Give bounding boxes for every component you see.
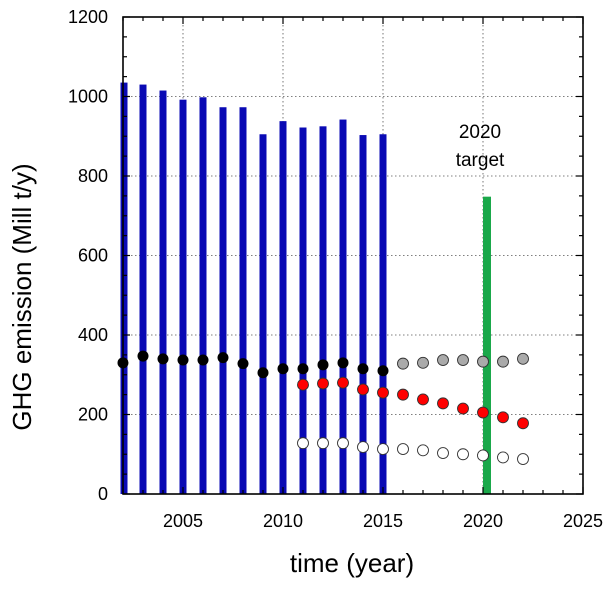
target-bar-group xyxy=(483,196,491,495)
target-annotation-line-1: 2020 xyxy=(459,122,501,143)
emission-bar xyxy=(120,82,128,495)
emission-bar xyxy=(319,126,327,494)
white-dot-marker xyxy=(437,447,449,460)
red-dot-marker xyxy=(297,378,309,391)
white-dot-marker xyxy=(477,449,489,462)
emission-bar xyxy=(299,127,307,494)
black-dot-marker xyxy=(337,357,349,369)
emission-bar xyxy=(259,134,267,494)
y-tick-label: 800 xyxy=(78,166,108,186)
black-dot-marker xyxy=(277,363,289,375)
x-tick-label: 2015 xyxy=(363,511,403,531)
white-dot-marker xyxy=(417,444,429,457)
black-dot-marker xyxy=(257,367,269,379)
x-axis-label: time (year) xyxy=(290,548,414,578)
target-bar xyxy=(483,196,491,495)
markers xyxy=(117,350,529,465)
white-dot-marker xyxy=(337,437,349,450)
black-dot-marker xyxy=(237,358,249,370)
target-annotation-line-2: target xyxy=(456,150,505,171)
red-dot-marker xyxy=(357,383,369,396)
white-dot-marker xyxy=(457,448,469,461)
black-dot-marker xyxy=(217,352,229,364)
grey-dot-marker xyxy=(477,355,489,368)
red-dot-marker xyxy=(477,406,489,419)
red-dot-marker xyxy=(377,386,389,399)
y-tick-label: 400 xyxy=(78,325,108,345)
x-tick-label: 2025 xyxy=(563,511,603,531)
grey-dot-marker xyxy=(457,354,469,366)
grey-dot-marker xyxy=(397,357,409,370)
bars xyxy=(120,82,387,495)
white-dot-marker xyxy=(377,443,389,456)
emission-bar xyxy=(139,84,147,494)
white-dot-marker xyxy=(397,443,409,456)
black-dot-marker xyxy=(137,350,149,362)
black-dot-marker xyxy=(357,363,369,375)
white-dot-marker xyxy=(297,437,309,450)
red-dot-marker xyxy=(417,393,429,406)
emission-bar xyxy=(239,107,247,495)
grid xyxy=(123,17,583,494)
x-tick-label: 2010 xyxy=(263,511,303,531)
emission-bar xyxy=(379,134,387,494)
emission-bar xyxy=(199,97,207,495)
emission-bar xyxy=(359,135,367,494)
y-tick-label: 1200 xyxy=(68,7,108,27)
red-dot-marker xyxy=(517,417,529,430)
black-dot-marker xyxy=(377,365,389,377)
grey-dot-marker xyxy=(517,352,529,365)
grey-dot-marker xyxy=(497,355,509,368)
emission-bar xyxy=(159,90,167,494)
black-dot-marker xyxy=(197,354,209,366)
emission-bar xyxy=(179,99,187,495)
grey-dot-marker xyxy=(417,356,429,369)
red-dot-marker xyxy=(497,411,509,424)
emission-bar xyxy=(279,121,287,495)
black-dot-marker xyxy=(177,354,189,366)
white-dot-marker xyxy=(357,441,369,454)
red-dot-marker xyxy=(317,377,329,390)
black-dot-marker xyxy=(297,363,309,375)
black-dot-marker xyxy=(157,353,169,365)
emission-bar xyxy=(219,107,227,495)
white-dot-marker xyxy=(317,437,329,450)
red-dot-marker xyxy=(337,376,349,389)
y-tick-label: 200 xyxy=(78,405,108,425)
white-dot-marker xyxy=(497,451,509,464)
y-tick-label: 1000 xyxy=(68,87,108,107)
x-tick-label: 2020 xyxy=(463,511,503,531)
x-tick-label: 2005 xyxy=(163,511,203,531)
black-dot-marker xyxy=(317,359,329,371)
ticks: 0 200 400 600 800 1000 1200 2005 2010 2015 2020 202… xyxy=(68,7,603,531)
grey-dot-marker xyxy=(437,354,449,366)
red-dot-marker xyxy=(457,402,469,415)
y-tick-label: 0 xyxy=(98,484,108,504)
red-dot-marker xyxy=(397,388,409,401)
y-tick-label: 600 xyxy=(78,246,108,266)
y-axis-label: GHG emission (Mill t/y) xyxy=(7,163,37,430)
emission-bar xyxy=(339,119,347,495)
white-dot-marker xyxy=(517,453,529,465)
red-dot-marker xyxy=(437,397,449,410)
